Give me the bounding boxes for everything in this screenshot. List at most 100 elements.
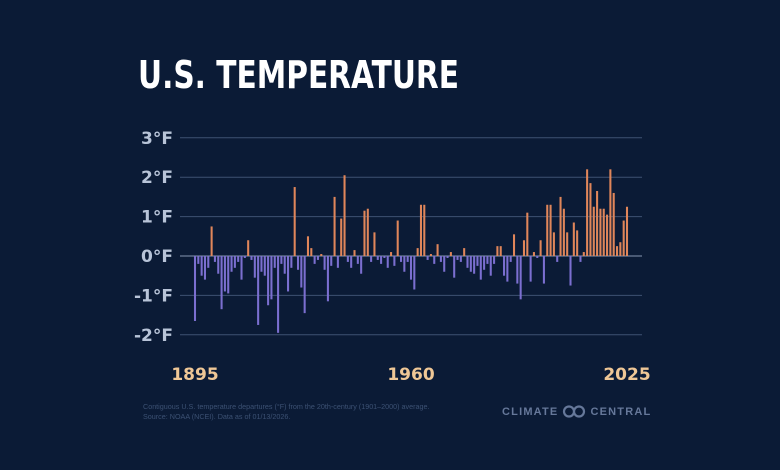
bar-1997 xyxy=(532,252,535,256)
bar-1939 xyxy=(340,218,343,256)
bar-1977 xyxy=(466,256,469,268)
bar-1992 xyxy=(516,256,519,284)
bar-1950 xyxy=(376,256,379,260)
bar-1975 xyxy=(459,256,462,262)
bar-1945 xyxy=(360,256,363,274)
y-tick-label: 3°F xyxy=(141,129,173,149)
bar-2009 xyxy=(572,222,575,256)
bar-1987 xyxy=(499,246,502,256)
bar-1906 xyxy=(230,256,233,272)
bar-1951 xyxy=(380,256,383,264)
bar-1960 xyxy=(409,256,413,280)
bar-1902 xyxy=(217,256,220,274)
y-tick-label: -1°F xyxy=(134,286,173,306)
bar-2021 xyxy=(612,192,615,256)
bar-2024 xyxy=(622,220,625,256)
bar-1982 xyxy=(483,256,486,270)
brand-left: CLIMATE xyxy=(502,405,559,418)
bar-1970 xyxy=(443,256,446,272)
bar-1897 xyxy=(200,256,203,276)
bar-1921 xyxy=(280,256,283,264)
bar-1900 xyxy=(210,226,213,256)
climate-central-logo-icon xyxy=(563,405,586,418)
bar-1927 xyxy=(300,256,303,288)
bar-1990 xyxy=(509,256,512,262)
bar-1958 xyxy=(403,256,406,272)
y-tick-label: 0°F xyxy=(141,247,173,267)
bar-1914 xyxy=(257,256,260,325)
bar-1909 xyxy=(240,256,243,280)
y-tick-label: 1°F xyxy=(141,208,173,228)
bar-1985 xyxy=(493,256,496,264)
bar-2018 xyxy=(602,208,605,256)
brand-logo: CLIMATE CENTRAL xyxy=(502,405,651,418)
bar-1962 xyxy=(416,248,419,256)
bar-1966 xyxy=(429,254,432,256)
bar-1931 xyxy=(313,256,316,264)
bar-1965 xyxy=(426,256,429,260)
bar-1915 xyxy=(260,256,263,272)
bar-1980 xyxy=(476,256,479,266)
bar-1903 xyxy=(220,256,223,310)
y-tick-label: 2°F xyxy=(141,168,173,188)
bar-1978 xyxy=(469,256,472,272)
bar-1912 xyxy=(250,256,253,260)
y-tick-label: -2°F xyxy=(134,326,173,346)
bar-1930 xyxy=(310,248,313,256)
bar-1911 xyxy=(247,240,250,256)
bar-1905 xyxy=(227,256,230,294)
footnote: Contiguous U.S. temperature departures (… xyxy=(143,402,430,422)
bar-2022 xyxy=(616,246,619,256)
bar-2013 xyxy=(586,169,589,256)
bar-1899 xyxy=(207,256,210,268)
bar-1936 xyxy=(330,256,333,266)
y-axis-ticks: 3°F 2°F 1°F 0°F -1°F -2°F xyxy=(134,129,173,346)
bar-1941 xyxy=(346,256,349,262)
bar-1994 xyxy=(522,240,526,256)
bar-1986 xyxy=(496,246,499,256)
bar-2023 xyxy=(619,242,622,256)
bar-2020 xyxy=(609,169,612,256)
gridlines xyxy=(180,137,642,336)
bar-1922 xyxy=(283,256,286,274)
bar-1901 xyxy=(213,256,216,262)
x-tick-label: 2025 xyxy=(603,365,650,385)
bar-1964 xyxy=(423,204,426,256)
bar-1947 xyxy=(366,208,369,256)
bar-1952 xyxy=(383,256,386,258)
bar-2005 xyxy=(559,196,562,256)
bar-1946 xyxy=(363,210,366,256)
bar-1991 xyxy=(512,234,516,256)
footnote-line-1: Contiguous U.S. temperature departures (… xyxy=(143,402,430,411)
bar-2008 xyxy=(569,256,572,286)
bar-1920 xyxy=(277,256,280,333)
bar-1918 xyxy=(270,256,273,300)
bar-1974 xyxy=(456,256,459,260)
footnote-line-2: Source: NOAA (NCEI). Data as of 01/13/20… xyxy=(143,412,291,421)
bar-2012 xyxy=(582,252,585,256)
bar-1907 xyxy=(233,256,236,268)
bar-1929 xyxy=(306,236,310,256)
bar-1933 xyxy=(320,254,323,256)
bar-1963 xyxy=(419,204,422,256)
bar-1956 xyxy=(396,220,399,256)
bar-1923 xyxy=(287,256,290,292)
bar-1999 xyxy=(539,240,542,256)
bar-1928 xyxy=(303,256,306,314)
x-tick-label: 1895 xyxy=(171,365,218,385)
bar-1957 xyxy=(400,256,403,262)
bar-1925 xyxy=(293,187,296,256)
bar-1937 xyxy=(333,196,336,256)
bar-1942 xyxy=(350,256,353,268)
bar-1979 xyxy=(473,256,476,274)
bar-1934 xyxy=(323,256,326,270)
bar-1981 xyxy=(479,256,482,280)
bar-2006 xyxy=(562,208,565,256)
bar-1973 xyxy=(453,256,456,278)
bar-1910 xyxy=(243,256,246,258)
bar-2014 xyxy=(589,183,592,256)
bar-1917 xyxy=(267,256,270,306)
bar-1904 xyxy=(223,256,226,292)
bar-1988 xyxy=(503,256,506,276)
